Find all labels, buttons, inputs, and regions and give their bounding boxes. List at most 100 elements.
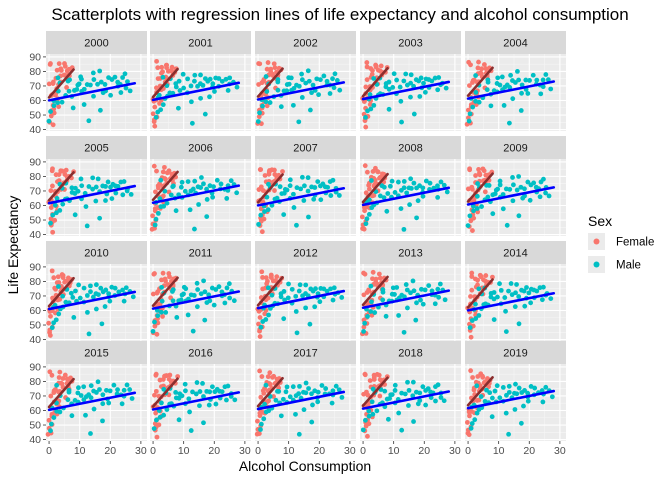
data-point-male — [192, 178, 198, 184]
data-point-male — [178, 184, 184, 190]
data-point-male — [303, 305, 309, 311]
data-point-female — [154, 85, 159, 91]
data-point-male — [190, 328, 196, 334]
data-point-male — [525, 91, 531, 96]
data-point-male — [403, 282, 409, 287]
data-point-male — [75, 390, 81, 396]
data-point-male — [209, 384, 215, 390]
data-point-male — [508, 281, 514, 286]
facet-strip — [150, 136, 251, 159]
facet-panel-2007: 2007 — [255, 136, 356, 236]
data-point-male — [374, 408, 380, 414]
data-point-female — [262, 173, 268, 178]
x-tick-label: 30 — [344, 445, 356, 457]
data-point-male — [161, 412, 167, 418]
x-tick-label: 20 — [104, 445, 116, 457]
data-point-male — [88, 395, 94, 401]
data-point-male — [396, 313, 402, 318]
data-point-male — [190, 186, 196, 192]
data-point-female — [257, 315, 263, 320]
data-point-male — [492, 388, 498, 394]
data-point-male — [194, 380, 200, 385]
data-point-male — [77, 295, 83, 301]
data-point-female — [366, 421, 372, 427]
data-point-male — [285, 295, 291, 301]
data-point-male — [269, 202, 275, 208]
data-point-male — [402, 294, 407, 300]
regression-line-male — [256, 289, 346, 310]
data-point-female — [467, 167, 473, 173]
data-point-male — [170, 287, 176, 293]
data-point-male — [56, 311, 62, 317]
data-point-male — [296, 288, 302, 294]
data-point-male — [315, 399, 321, 405]
data-point-female — [377, 275, 383, 281]
data-point-male — [528, 384, 534, 389]
data-point-male — [159, 400, 164, 406]
data-point-female — [377, 175, 382, 181]
data-point-female — [155, 289, 161, 295]
data-point-male — [513, 381, 518, 387]
data-point-male — [311, 196, 317, 202]
facet-strip-label: 2004 — [503, 38, 527, 50]
data-point-male — [175, 105, 181, 111]
data-point-male — [155, 210, 161, 216]
data-point-male — [474, 383, 480, 389]
data-point-female — [259, 269, 265, 275]
data-point-male — [176, 78, 182, 84]
data-point-male — [364, 216, 370, 222]
data-point-female — [50, 166, 55, 172]
data-point-male — [538, 91, 544, 97]
facet-panel-2005: 2005 40 50 60 70 80 90 — [29, 136, 147, 241]
data-point-female — [56, 375, 62, 380]
data-point-female — [169, 64, 175, 70]
data-point-male — [394, 285, 400, 290]
regression-line-male — [151, 391, 241, 411]
data-point-male — [179, 179, 185, 185]
data-point-male — [414, 300, 419, 306]
facet-panel-2009: 2009 — [465, 136, 566, 236]
data-point-male — [383, 81, 389, 86]
data-point-female — [469, 184, 475, 190]
data-point-male — [531, 180, 537, 186]
data-point-male — [185, 179, 191, 185]
data-point-female — [483, 66, 489, 72]
data-point-male — [86, 331, 92, 337]
data-point-male — [541, 176, 546, 182]
data-point-female — [156, 422, 162, 428]
data-point-male — [120, 75, 126, 80]
data-point-male — [465, 223, 471, 228]
legend-key-male — [593, 261, 600, 268]
regression-line-male — [361, 289, 451, 310]
data-point-female — [257, 368, 263, 374]
data-point-male — [386, 86, 392, 92]
data-point-male — [100, 401, 106, 407]
data-point-male — [257, 110, 262, 116]
data-point-male — [50, 212, 56, 218]
data-point-male — [176, 417, 182, 423]
data-point-male — [514, 391, 520, 397]
data-point-male — [417, 390, 423, 396]
data-point-male — [121, 179, 127, 184]
data-point-male — [281, 316, 287, 322]
data-point-female — [471, 215, 477, 221]
data-point-male — [115, 183, 121, 189]
data-point-male — [444, 189, 450, 195]
data-point-female — [152, 104, 158, 110]
data-point-male — [339, 295, 345, 300]
data-point-male — [502, 295, 508, 300]
data-point-male — [79, 76, 84, 82]
data-point-male — [301, 407, 307, 413]
data-point-female — [261, 216, 267, 222]
data-point-female — [150, 291, 156, 297]
data-point-male — [371, 102, 377, 108]
data-point-female — [280, 169, 285, 174]
data-point-male — [534, 288, 540, 294]
data-point-male — [336, 387, 342, 393]
data-point-female — [364, 64, 370, 70]
data-point-male — [98, 285, 104, 291]
data-point-female — [56, 172, 62, 178]
data-point-female — [479, 66, 485, 72]
data-point-female — [155, 76, 161, 81]
data-point-female — [63, 167, 69, 173]
